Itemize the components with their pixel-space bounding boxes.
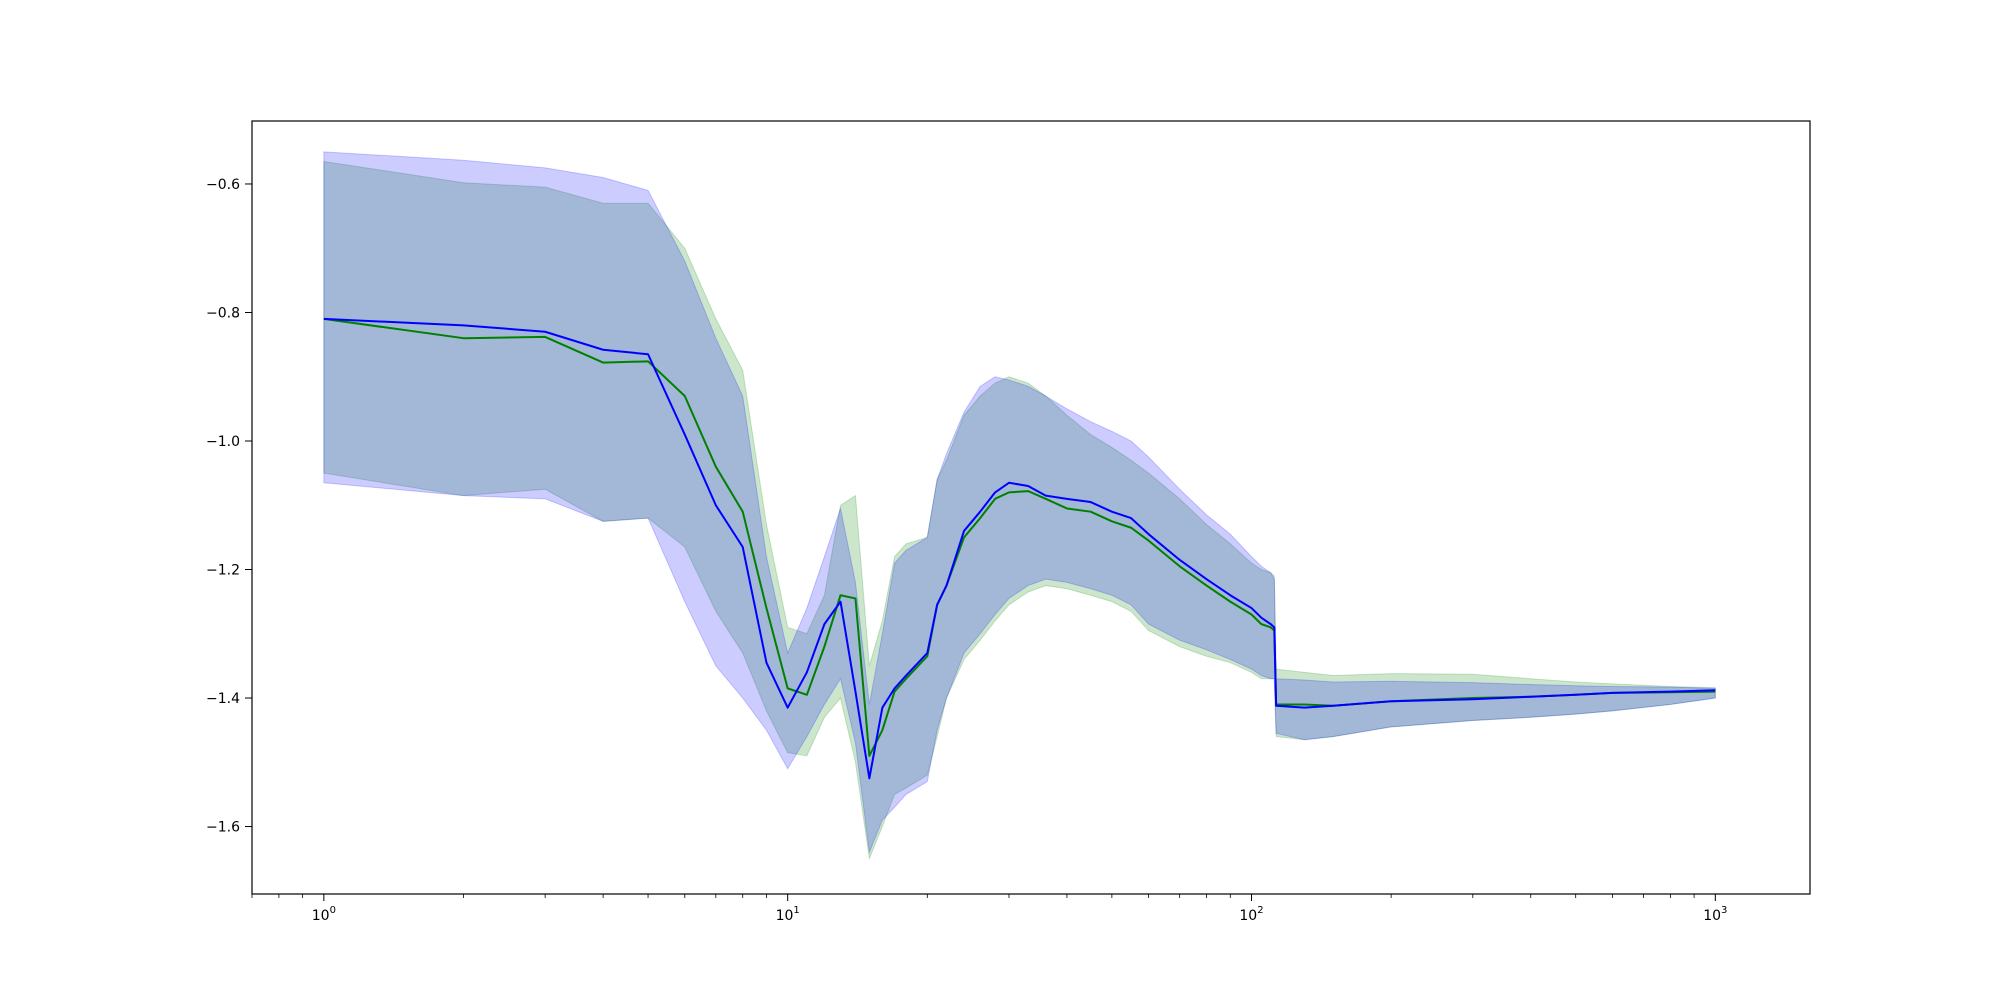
plot-frame [251, 120, 1811, 895]
series-2-band [323, 151, 1716, 855]
series-lines [323, 317, 1716, 780]
x-tick-label: 102 [1239, 905, 1263, 924]
y-tick-label: −1.4 [206, 691, 240, 707]
confidence-bands [323, 151, 1716, 861]
y-tick-label: −1.2 [206, 563, 240, 579]
series-1-band [323, 160, 1716, 861]
series-2-line [323, 317, 1716, 780]
y-axis: −0.6 −0.8 −1.0 −1.2 −1.4 −1.6 [206, 177, 252, 836]
y-tick-label: −0.6 [206, 177, 240, 193]
y-tick-label: −0.8 [206, 305, 240, 321]
x-tick-label: 100 [312, 905, 336, 924]
x-axis: 100 101 102 103 [251, 894, 1727, 924]
x-tick-label: 101 [776, 905, 800, 924]
series-1-line [323, 317, 1716, 757]
x-tick-label: 103 [1703, 905, 1727, 924]
y-tick-label: −1.6 [206, 820, 240, 836]
y-tick-label: −1.0 [206, 434, 240, 450]
